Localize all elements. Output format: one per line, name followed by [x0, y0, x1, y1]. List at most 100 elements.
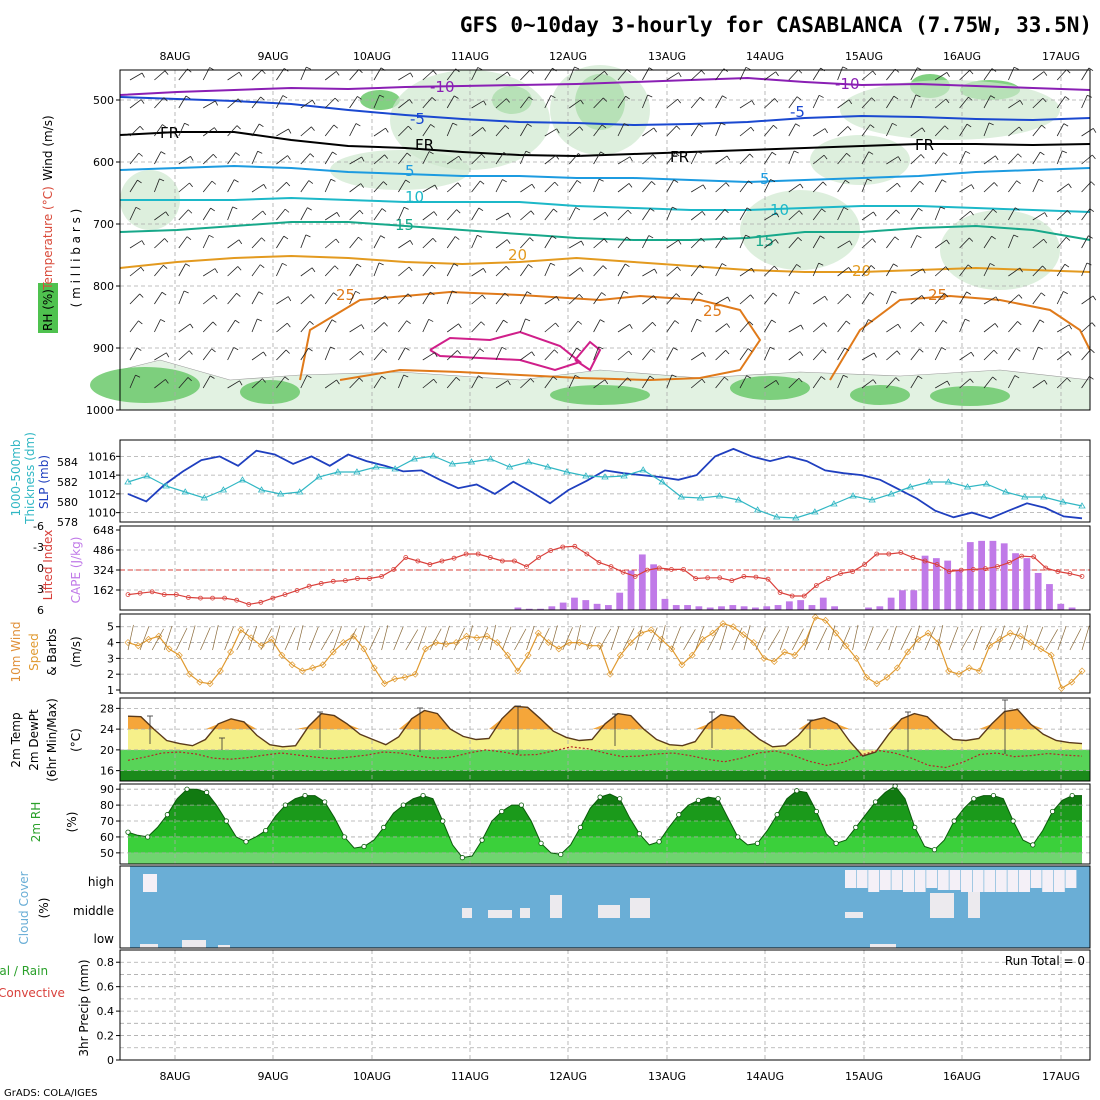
wind-barb-flag	[555, 322, 559, 328]
wind-barb	[642, 127, 657, 137]
wind-barb	[666, 293, 681, 305]
wind-barb-10m	[574, 624, 581, 651]
wind-speed-marker	[750, 639, 758, 647]
wind-barb	[983, 122, 994, 137]
contour-label: FR	[915, 136, 934, 154]
wind-barb	[276, 296, 292, 305]
thickness-marker	[391, 465, 399, 472]
wind-barb-shaft	[495, 292, 506, 305]
lifted-index-marker	[185, 595, 191, 600]
y-tick-label: 5	[107, 621, 114, 634]
wind-speed-marker	[504, 651, 512, 659]
wind-barb-shaft	[812, 128, 826, 137]
wind-barb	[861, 292, 875, 305]
cloud-low-block	[870, 944, 896, 948]
wind-barb-flag	[262, 210, 267, 216]
wind-barb-flag	[769, 346, 775, 350]
wind-barb-10m	[236, 628, 249, 651]
chart-title: GFS 0~10day 3-hourly for CASABLANCA (7.7…	[460, 13, 1092, 37]
wind-barb-shaft	[1032, 97, 1044, 109]
wind-barb-flag	[525, 318, 531, 322]
wind-speed-marker	[883, 673, 891, 681]
wind-barb-flag	[502, 179, 507, 183]
wind-barb-flag	[428, 151, 434, 155]
wind-barb	[471, 375, 483, 389]
wind-barb-flag	[138, 152, 143, 157]
wind-barb-flag	[993, 182, 998, 187]
lifted-index-marker	[463, 551, 469, 557]
wind-barb	[910, 295, 926, 305]
ylabel-mb: ( m i l l i b a r s )	[69, 209, 83, 308]
wind-barb	[251, 237, 266, 249]
thickness-marker	[238, 476, 247, 483]
temp-contour	[119, 221, 1091, 241]
wind-barb-shaft	[837, 207, 845, 221]
ylabel-convective: Convective	[0, 986, 65, 1000]
thickness-marker	[486, 455, 495, 462]
wind-barb	[227, 179, 239, 193]
rh-marker	[1069, 792, 1075, 799]
wind-barb-flag	[1019, 100, 1024, 105]
cloud-high-block	[984, 870, 996, 892]
thickness-marker	[849, 492, 857, 499]
wind-barb-shaft	[178, 290, 185, 305]
wind-barb	[764, 292, 778, 305]
cloud-low-block	[182, 940, 206, 948]
wind-barb-shaft	[886, 182, 898, 193]
wind-barb	[324, 151, 337, 165]
wind-barb-flag	[892, 122, 897, 126]
wind-barb-flag	[507, 212, 511, 218]
wind-barb	[959, 378, 974, 389]
wind-barb	[544, 208, 558, 221]
li-tick: -6	[33, 520, 44, 533]
wind-barb-shaft	[324, 212, 338, 221]
wind-barb-flag	[530, 378, 535, 383]
wind-barb-shaft	[617, 156, 631, 165]
y-tick-label: 4	[107, 637, 114, 650]
wind-barb-shaft	[959, 123, 968, 137]
wind-barb	[178, 156, 194, 165]
cloud-mid-block	[550, 895, 562, 918]
thickness-marker	[200, 494, 209, 501]
cape-bar	[537, 608, 544, 610]
ylabel-rh: RH (%)	[41, 289, 55, 331]
wind-barb-shaft	[617, 291, 625, 305]
wind-barb-shaft	[129, 266, 142, 277]
wind-barb	[715, 323, 730, 333]
wind-barb-shaft	[349, 263, 358, 277]
wind-barb	[349, 209, 364, 221]
wind-barb	[739, 66, 751, 81]
wind-barb-shaft	[788, 69, 799, 81]
temp-contour-25b	[829, 294, 1091, 381]
wind-barb-shaft	[471, 153, 482, 165]
wind-barb-flag	[163, 264, 168, 269]
wind-barb	[276, 376, 289, 389]
wind-barb-flag	[576, 347, 582, 352]
wind-barb-flag	[919, 348, 924, 353]
wind-barb-flag	[920, 154, 925, 159]
wind-barb-shaft	[837, 99, 850, 109]
rh-marker	[125, 829, 131, 835]
cape-bar	[899, 590, 906, 610]
wind-barb-flag	[624, 263, 630, 268]
wind-barb-shaft	[959, 96, 969, 109]
wind-barb-shaft	[202, 100, 216, 109]
wind-barb-flag	[1091, 322, 1096, 327]
cloud-high-block	[868, 870, 880, 892]
wind-speed-marker	[268, 635, 276, 643]
wind-barb-flag	[677, 98, 682, 104]
wind-barb	[983, 323, 999, 333]
wind-barb	[593, 124, 607, 137]
wind-barb	[666, 320, 680, 333]
wind-barb	[398, 99, 413, 109]
wind-barb	[349, 324, 365, 333]
wind-speed-marker	[852, 654, 860, 662]
thickness-marker	[563, 468, 571, 475]
wind-barb-shaft	[495, 319, 504, 333]
cape-bar	[876, 606, 884, 610]
wind-barb-flag	[189, 182, 193, 188]
wind-barb-shaft	[446, 290, 453, 305]
wind-barb-flag	[844, 347, 850, 352]
wind-barb-10m	[284, 627, 296, 651]
wind-barb-shaft	[788, 377, 800, 389]
